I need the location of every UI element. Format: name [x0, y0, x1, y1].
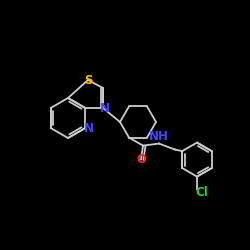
- Text: N: N: [100, 102, 110, 114]
- Text: S: S: [84, 74, 92, 86]
- Text: Cl: Cl: [196, 186, 208, 199]
- Text: N: N: [84, 122, 94, 134]
- Text: NH: NH: [149, 130, 169, 143]
- Text: O: O: [136, 153, 146, 166]
